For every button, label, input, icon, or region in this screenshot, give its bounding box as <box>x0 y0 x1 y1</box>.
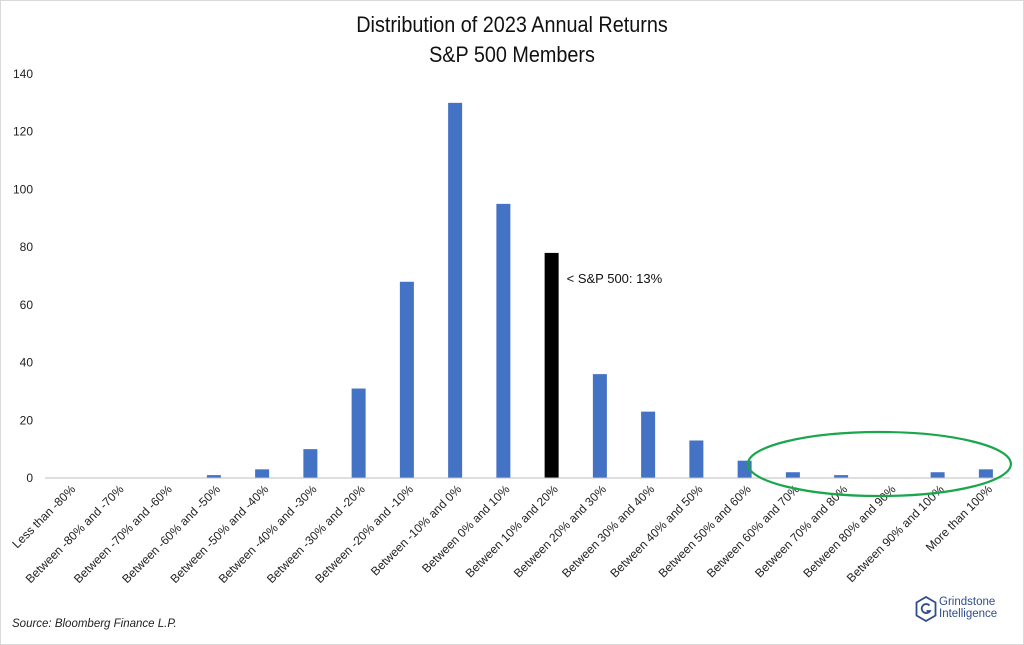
y-tick-label: 120 <box>13 125 33 139</box>
y-tick-label: 100 <box>13 182 33 196</box>
bar <box>641 411 656 478</box>
y-axis: 0 20 40 60 80 100 120 140 <box>13 67 33 485</box>
bar <box>303 449 318 478</box>
bar <box>834 475 849 478</box>
source-note: Source: Bloomberg Finance L.P. <box>12 618 177 630</box>
x-category-label: Between 30% and 40% <box>559 482 657 580</box>
bar <box>592 374 607 478</box>
x-category-label: Between -60% and -50% <box>119 482 223 586</box>
x-category-label: Between 40% and 50% <box>607 482 705 580</box>
bar <box>206 475 221 478</box>
chart-subtitle: S&P 500 Members <box>429 42 595 67</box>
bar <box>978 469 993 478</box>
bar <box>448 102 463 478</box>
x-category-label: Between -40% and -30% <box>216 482 320 586</box>
x-category-label: Between -50% and -40% <box>167 482 271 586</box>
x-category-label: Between -30% and -20% <box>264 482 368 586</box>
x-category-label: Between 90% and 100% <box>844 482 947 585</box>
sp500-annotation: < S&P 500: 13% <box>567 271 663 286</box>
logo-line2: Intelligence <box>939 608 998 620</box>
highlight-circle <box>746 430 1012 498</box>
y-tick-label: 0 <box>26 471 33 485</box>
bar-highlight <box>544 252 559 478</box>
x-category-label: Between 20% and 30% <box>511 482 609 580</box>
x-category-label: Between 70% and 80% <box>752 482 850 580</box>
bars <box>206 102 993 478</box>
hexagon-g-icon <box>915 596 937 622</box>
logo-line1: Grindstone <box>939 596 996 608</box>
x-category-label: Between -80% and -70% <box>23 482 127 586</box>
x-category-label: Between -10% and 0% <box>368 482 464 578</box>
x-category-label: Between 0% and 10% <box>419 482 513 576</box>
x-category-label: Between 10% and 20% <box>463 482 561 580</box>
bar <box>255 469 270 478</box>
y-tick-label: 40 <box>20 356 34 370</box>
x-category-label: Between 50% and 60% <box>656 482 754 580</box>
y-tick-label: 140 <box>13 67 33 81</box>
bar <box>496 203 511 478</box>
grindstone-logo: Grindstone Intelligence <box>915 596 1015 626</box>
y-tick-label: 20 <box>20 413 34 427</box>
chart-title: Distribution of 2023 Annual Returns <box>356 12 668 37</box>
bar <box>785 472 800 478</box>
y-tick-label: 80 <box>20 240 34 254</box>
bar <box>930 472 945 478</box>
bar <box>399 281 414 478</box>
x-category-label: Between 60% and 70% <box>704 482 802 580</box>
x-category-label: Between -70% and -60% <box>71 482 175 586</box>
bar <box>689 440 704 478</box>
bar <box>351 388 366 478</box>
x-axis: Less than -80%Between -80% and -70%Betwe… <box>9 477 1010 586</box>
x-category-label: Between -20% and -10% <box>312 482 416 586</box>
y-tick-label: 60 <box>20 298 34 312</box>
